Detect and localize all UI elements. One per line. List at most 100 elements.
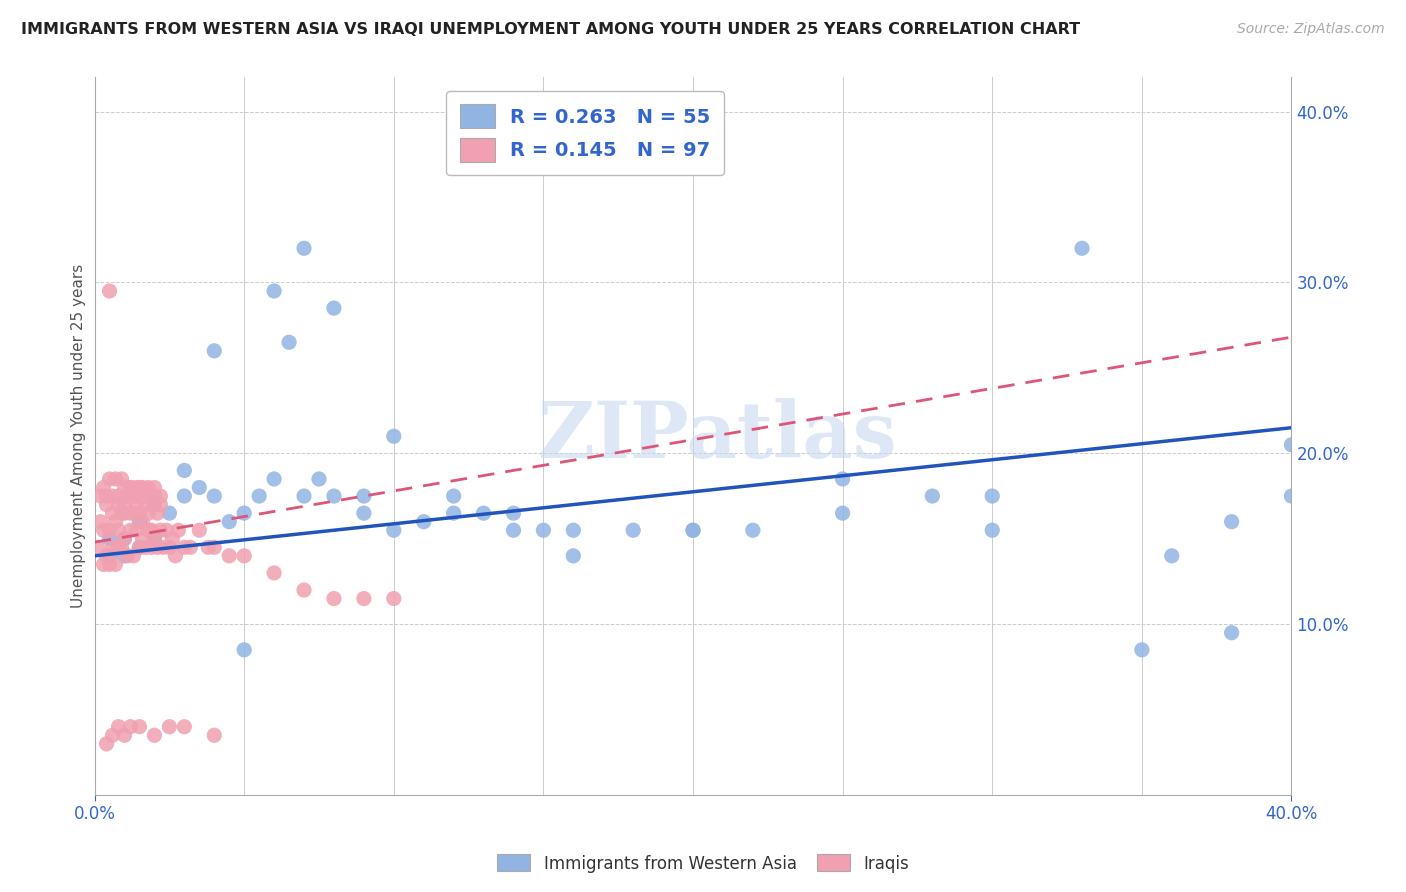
- Point: [138, 489, 160, 503]
- Point: [218, 515, 240, 529]
- Point: [443, 506, 465, 520]
- Point: [472, 506, 495, 520]
- Point: [981, 523, 1004, 537]
- Point: [292, 489, 315, 503]
- Point: [188, 523, 211, 537]
- Point: [202, 728, 225, 742]
- Point: [141, 541, 163, 555]
- Point: [128, 481, 150, 495]
- Point: [149, 523, 172, 537]
- Point: [562, 549, 585, 563]
- Legend: Immigrants from Western Asia, Iraqis: Immigrants from Western Asia, Iraqis: [491, 847, 915, 880]
- Point: [146, 506, 169, 520]
- Point: [502, 523, 524, 537]
- Point: [143, 532, 166, 546]
- Point: [125, 523, 148, 537]
- Point: [263, 566, 285, 580]
- Point: [122, 489, 145, 503]
- Point: [682, 523, 704, 537]
- Point: [120, 481, 142, 495]
- Point: [131, 532, 153, 546]
- Point: [173, 541, 195, 555]
- Point: [143, 532, 166, 546]
- Point: [157, 541, 180, 555]
- Point: [149, 498, 172, 512]
- Legend: R = 0.263   N = 55, R = 0.145   N = 97: R = 0.263 N = 55, R = 0.145 N = 97: [446, 91, 724, 175]
- Point: [131, 515, 153, 529]
- Point: [110, 506, 132, 520]
- Point: [138, 481, 160, 495]
- Point: [96, 737, 118, 751]
- Point: [143, 481, 166, 495]
- Point: [981, 489, 1004, 503]
- Point: [131, 481, 153, 495]
- Point: [143, 498, 166, 512]
- Point: [101, 728, 124, 742]
- Point: [502, 506, 524, 520]
- Point: [202, 489, 225, 503]
- Point: [107, 541, 129, 555]
- Point: [114, 532, 136, 546]
- Point: [114, 506, 136, 520]
- Point: [104, 515, 127, 529]
- Point: [682, 523, 704, 537]
- Point: [149, 489, 172, 503]
- Point: [128, 515, 150, 529]
- Point: [101, 506, 124, 520]
- Point: [562, 523, 585, 537]
- Point: [1220, 625, 1243, 640]
- Point: [107, 720, 129, 734]
- Point: [157, 506, 180, 520]
- Point: [98, 558, 121, 572]
- Point: [741, 523, 763, 537]
- Point: [173, 463, 195, 477]
- Point: [146, 541, 169, 555]
- Point: [120, 506, 142, 520]
- Point: [382, 523, 405, 537]
- Point: [110, 541, 132, 555]
- Point: [353, 489, 375, 503]
- Point: [263, 472, 285, 486]
- Point: [98, 523, 121, 537]
- Point: [110, 472, 132, 486]
- Point: [128, 720, 150, 734]
- Point: [188, 481, 211, 495]
- Point: [122, 506, 145, 520]
- Point: [114, 498, 136, 512]
- Point: [382, 429, 405, 443]
- Point: [120, 481, 142, 495]
- Text: ZIPatlas: ZIPatlas: [537, 398, 897, 475]
- Point: [128, 506, 150, 520]
- Point: [134, 498, 156, 512]
- Point: [831, 472, 853, 486]
- Point: [98, 472, 121, 486]
- Point: [143, 728, 166, 742]
- Point: [323, 591, 346, 606]
- Point: [138, 523, 160, 537]
- Point: [96, 489, 118, 503]
- Point: [247, 489, 270, 503]
- Point: [134, 541, 156, 555]
- Point: [143, 489, 166, 503]
- Point: [179, 541, 201, 555]
- Point: [114, 532, 136, 546]
- Point: [292, 582, 315, 597]
- Point: [98, 549, 121, 563]
- Point: [292, 241, 315, 255]
- Point: [122, 549, 145, 563]
- Point: [93, 523, 115, 537]
- Point: [128, 541, 150, 555]
- Point: [117, 549, 139, 563]
- Point: [117, 489, 139, 503]
- Point: [90, 515, 112, 529]
- Point: [197, 541, 219, 555]
- Point: [93, 481, 115, 495]
- Point: [1281, 489, 1303, 503]
- Point: [141, 489, 163, 503]
- Point: [323, 301, 346, 315]
- Point: [353, 506, 375, 520]
- Point: [412, 515, 434, 529]
- Point: [120, 523, 142, 537]
- Text: Source: ZipAtlas.com: Source: ZipAtlas.com: [1237, 22, 1385, 37]
- Point: [1220, 515, 1243, 529]
